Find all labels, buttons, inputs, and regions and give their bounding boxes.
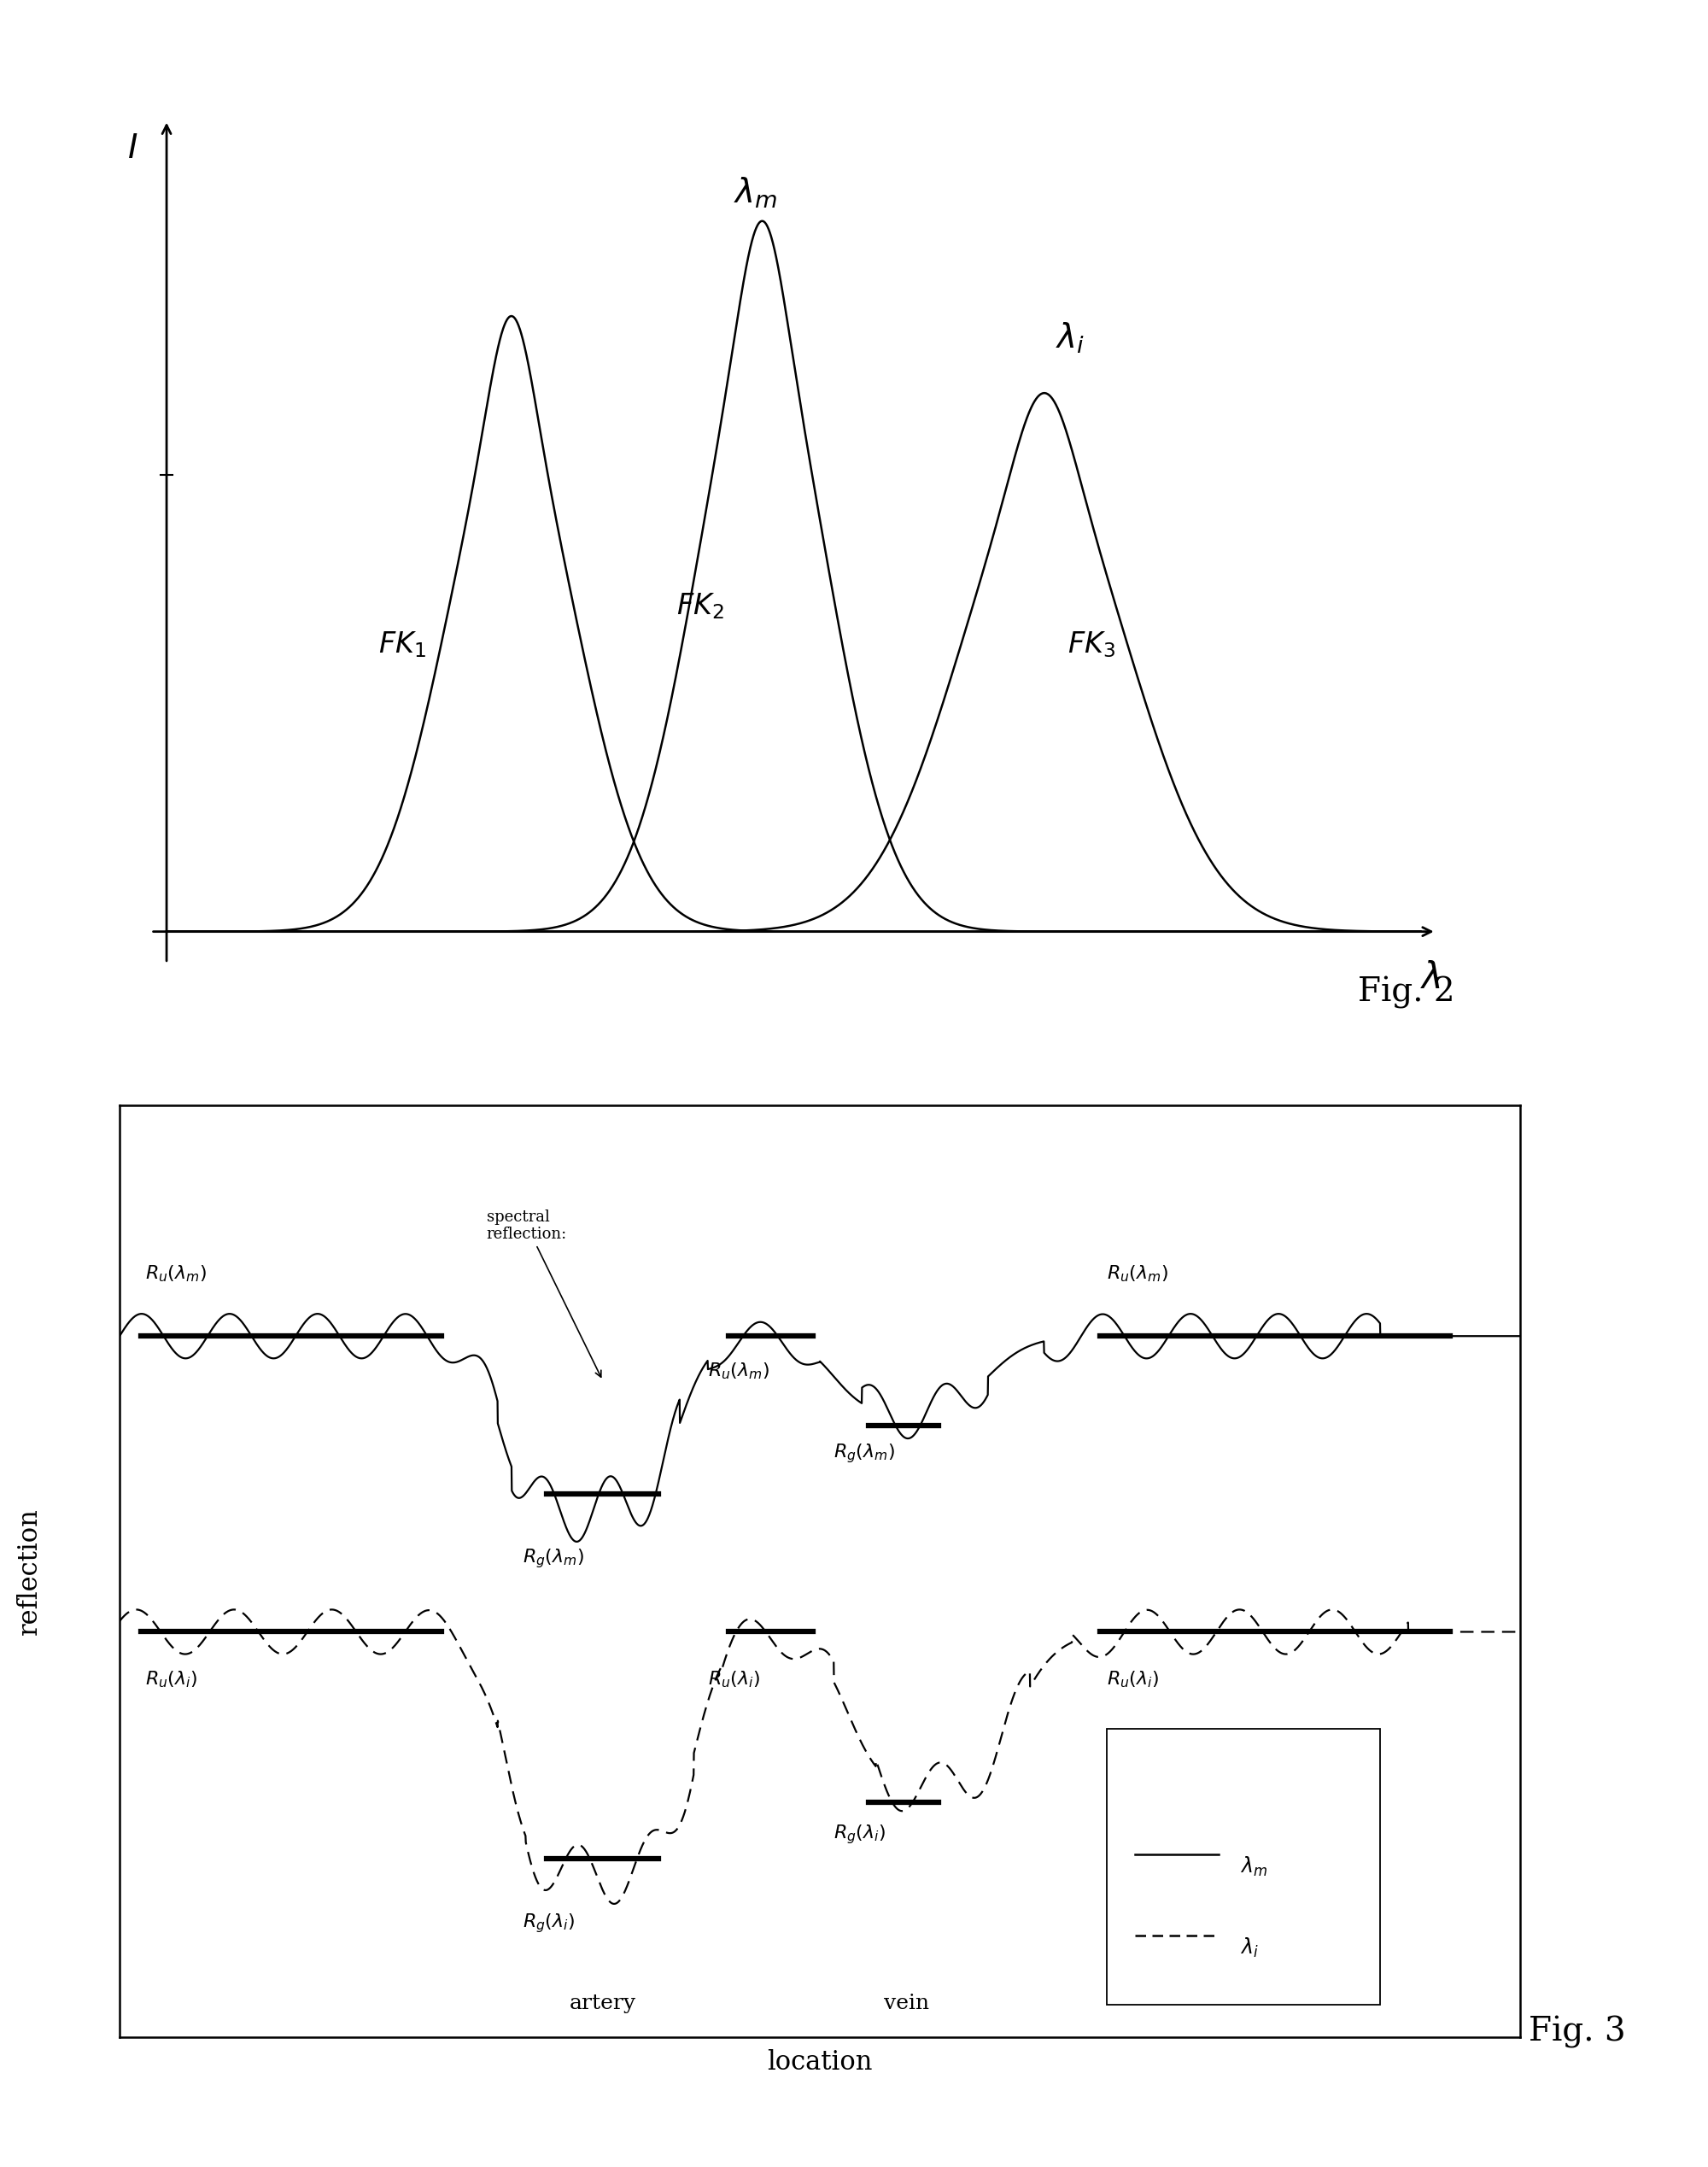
Text: $R_u(\lambda_i)$: $R_u(\lambda_i)$ — [1107, 1669, 1160, 1690]
Text: $R_u(\lambda_m)$: $R_u(\lambda_m)$ — [145, 1263, 207, 1285]
X-axis label: location: location — [767, 2048, 873, 2076]
Text: $R_g(\lambda_i)$: $R_g(\lambda_i)$ — [523, 1911, 576, 1935]
Text: reflection: reflection — [15, 1508, 43, 1634]
Text: $R_g(\lambda_m)$: $R_g(\lambda_m)$ — [523, 1547, 584, 1571]
Text: $I$: $I$ — [128, 134, 138, 165]
Text: $FK_1$: $FK_1$ — [377, 631, 425, 659]
Text: Fig. 3: Fig. 3 — [1529, 2015, 1626, 2048]
Text: $\lambda_i$: $\lambda_i$ — [1056, 321, 1085, 355]
Text: artery: artery — [569, 1994, 635, 2013]
Text: $R_u(\lambda_i)$: $R_u(\lambda_i)$ — [145, 1669, 196, 1690]
Text: $\lambda_m$: $\lambda_m$ — [1240, 1855, 1267, 1879]
Text: $FK_3$: $FK_3$ — [1068, 631, 1115, 659]
FancyBboxPatch shape — [1107, 1729, 1380, 2004]
Text: $\lambda_m$: $\lambda_m$ — [734, 176, 777, 210]
Text: $\lambda_i$: $\lambda_i$ — [1240, 1935, 1259, 1959]
Text: $\lambda$: $\lambda$ — [1421, 960, 1442, 997]
Text: $R_u(\lambda_i)$: $R_u(\lambda_i)$ — [707, 1669, 760, 1690]
Text: $R_g(\lambda_i)$: $R_g(\lambda_i)$ — [834, 1822, 886, 1846]
Text: $R_u(\lambda_m)$: $R_u(\lambda_m)$ — [707, 1361, 770, 1380]
Text: $R_g(\lambda_m)$: $R_g(\lambda_m)$ — [834, 1441, 895, 1465]
Text: $R_u(\lambda_m)$: $R_u(\lambda_m)$ — [1107, 1263, 1168, 1285]
Text: vein: vein — [885, 1994, 929, 2013]
Text: spectral
reflection:: spectral reflection: — [487, 1209, 601, 1376]
Text: Fig. 2: Fig. 2 — [1358, 975, 1455, 1008]
Text: $FK_2$: $FK_2$ — [676, 592, 724, 622]
